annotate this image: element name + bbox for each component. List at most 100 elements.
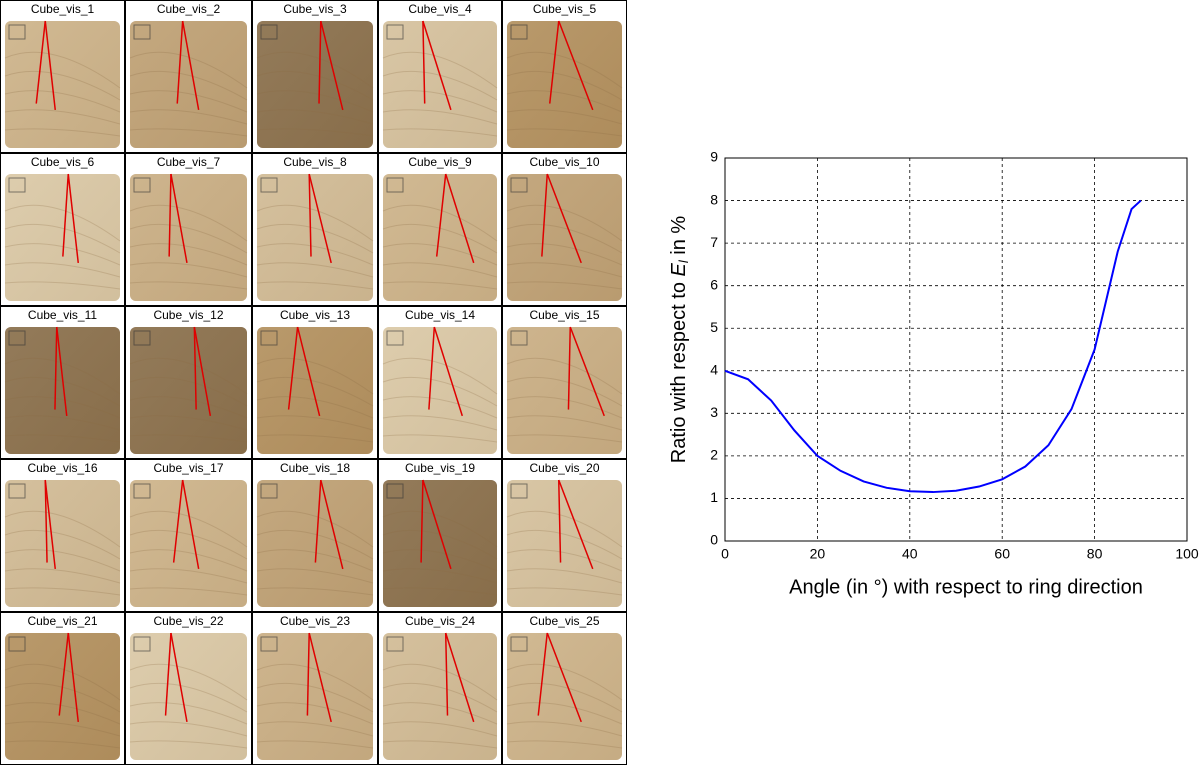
red-line [172,479,184,563]
cell-label: Cube_vis_14 [405,308,475,322]
growth-ring [4,510,121,548]
growth-ring [506,702,623,725]
photo-shade [130,174,247,301]
growth-ring [129,243,248,266]
id-label [386,483,404,499]
y-tick-label: 5 [710,319,718,335]
cell-label: Cube_vis_4 [408,2,472,16]
red-line [537,632,548,716]
growth-ring [256,587,374,596]
growth-ring [382,71,498,101]
growth-ring [129,683,248,713]
red-line [193,326,212,417]
growth-ring [256,262,374,278]
red-line [435,173,447,257]
growth-ring [256,281,374,290]
cell-label: Cube_vis_15 [529,308,599,322]
red-line [318,20,322,104]
growth-ring [382,357,498,395]
red-line [320,20,344,111]
growth-ring [129,109,248,125]
growth-ring [4,740,121,749]
id-label [133,483,151,499]
photo-shade [383,480,497,607]
growth-ring [129,549,248,572]
id-label [386,177,404,193]
photo-grid: Cube_vis_1 Cube_vis_2 Cube_vis_3 Cube_vis_4… [0,0,627,765]
cell-label: Cube_vis_23 [280,614,350,628]
x-tick-label: 100 [1175,546,1199,562]
growth-ring [129,721,248,737]
red-line [320,479,344,570]
red-line [422,479,452,570]
id-label [510,483,528,499]
growth-ring [256,510,374,548]
id-label [8,177,26,193]
y-tick-label: 1 [710,489,718,505]
red-line [181,479,200,570]
y-tick-label: 7 [710,234,718,250]
growth-ring [506,90,623,113]
photo-shade [257,174,373,301]
red-line [56,326,68,416]
growth-ring [129,262,248,278]
red-line [287,326,299,410]
red-line [558,20,594,111]
red-line [546,632,582,723]
growth-ring [129,204,248,242]
growth-ring [506,663,623,701]
id-label [260,636,278,652]
red-line [444,173,475,264]
red-line [164,632,172,716]
photo-shade [130,21,247,148]
photo-shade [257,21,373,148]
x-tick-label: 60 [994,546,1010,562]
growth-ring [4,568,121,584]
growth-ring [382,224,498,254]
photo-shade [5,21,120,148]
growth-ring [506,415,623,431]
growth-ring [129,587,248,596]
id-label [260,24,278,40]
x-tick-label: 40 [902,546,918,562]
growth-ring [256,568,374,584]
id-label [133,177,151,193]
cell-label: Cube_vis_2 [157,2,221,16]
cell-label: Cube_vis_8 [283,155,347,169]
red-line [567,326,571,410]
growth-ring [256,71,374,101]
growth-ring [129,530,248,560]
growth-ring [256,204,374,242]
photo-shade [130,327,247,454]
red-line [176,20,184,104]
growth-ring [4,549,121,572]
growth-ring [506,128,623,137]
growth-ring [129,71,248,101]
growth-ring [129,281,248,290]
growth-ring [129,663,248,701]
growth-ring [506,396,623,419]
growth-ring [506,740,623,749]
growth-ring [382,740,498,749]
photo-shade [257,480,373,607]
red-line [67,632,79,722]
growth-ring [4,128,121,137]
red-line [44,479,48,563]
id-label [386,636,404,652]
growth-ring [4,377,121,407]
x-tick-label: 0 [721,546,729,562]
red-line [308,173,312,257]
cell-label: Cube_vis_13 [280,308,350,322]
red-line [58,632,69,716]
red-line [420,479,424,563]
photo-shade [507,174,622,301]
growth-ring [506,204,623,242]
growth-ring [382,663,498,701]
cell-label: Cube_vis_17 [153,461,223,475]
id-label [260,177,278,193]
red-line [549,20,560,104]
growth-ring [129,90,248,113]
id-label [8,636,26,652]
photo-shade [5,327,120,454]
